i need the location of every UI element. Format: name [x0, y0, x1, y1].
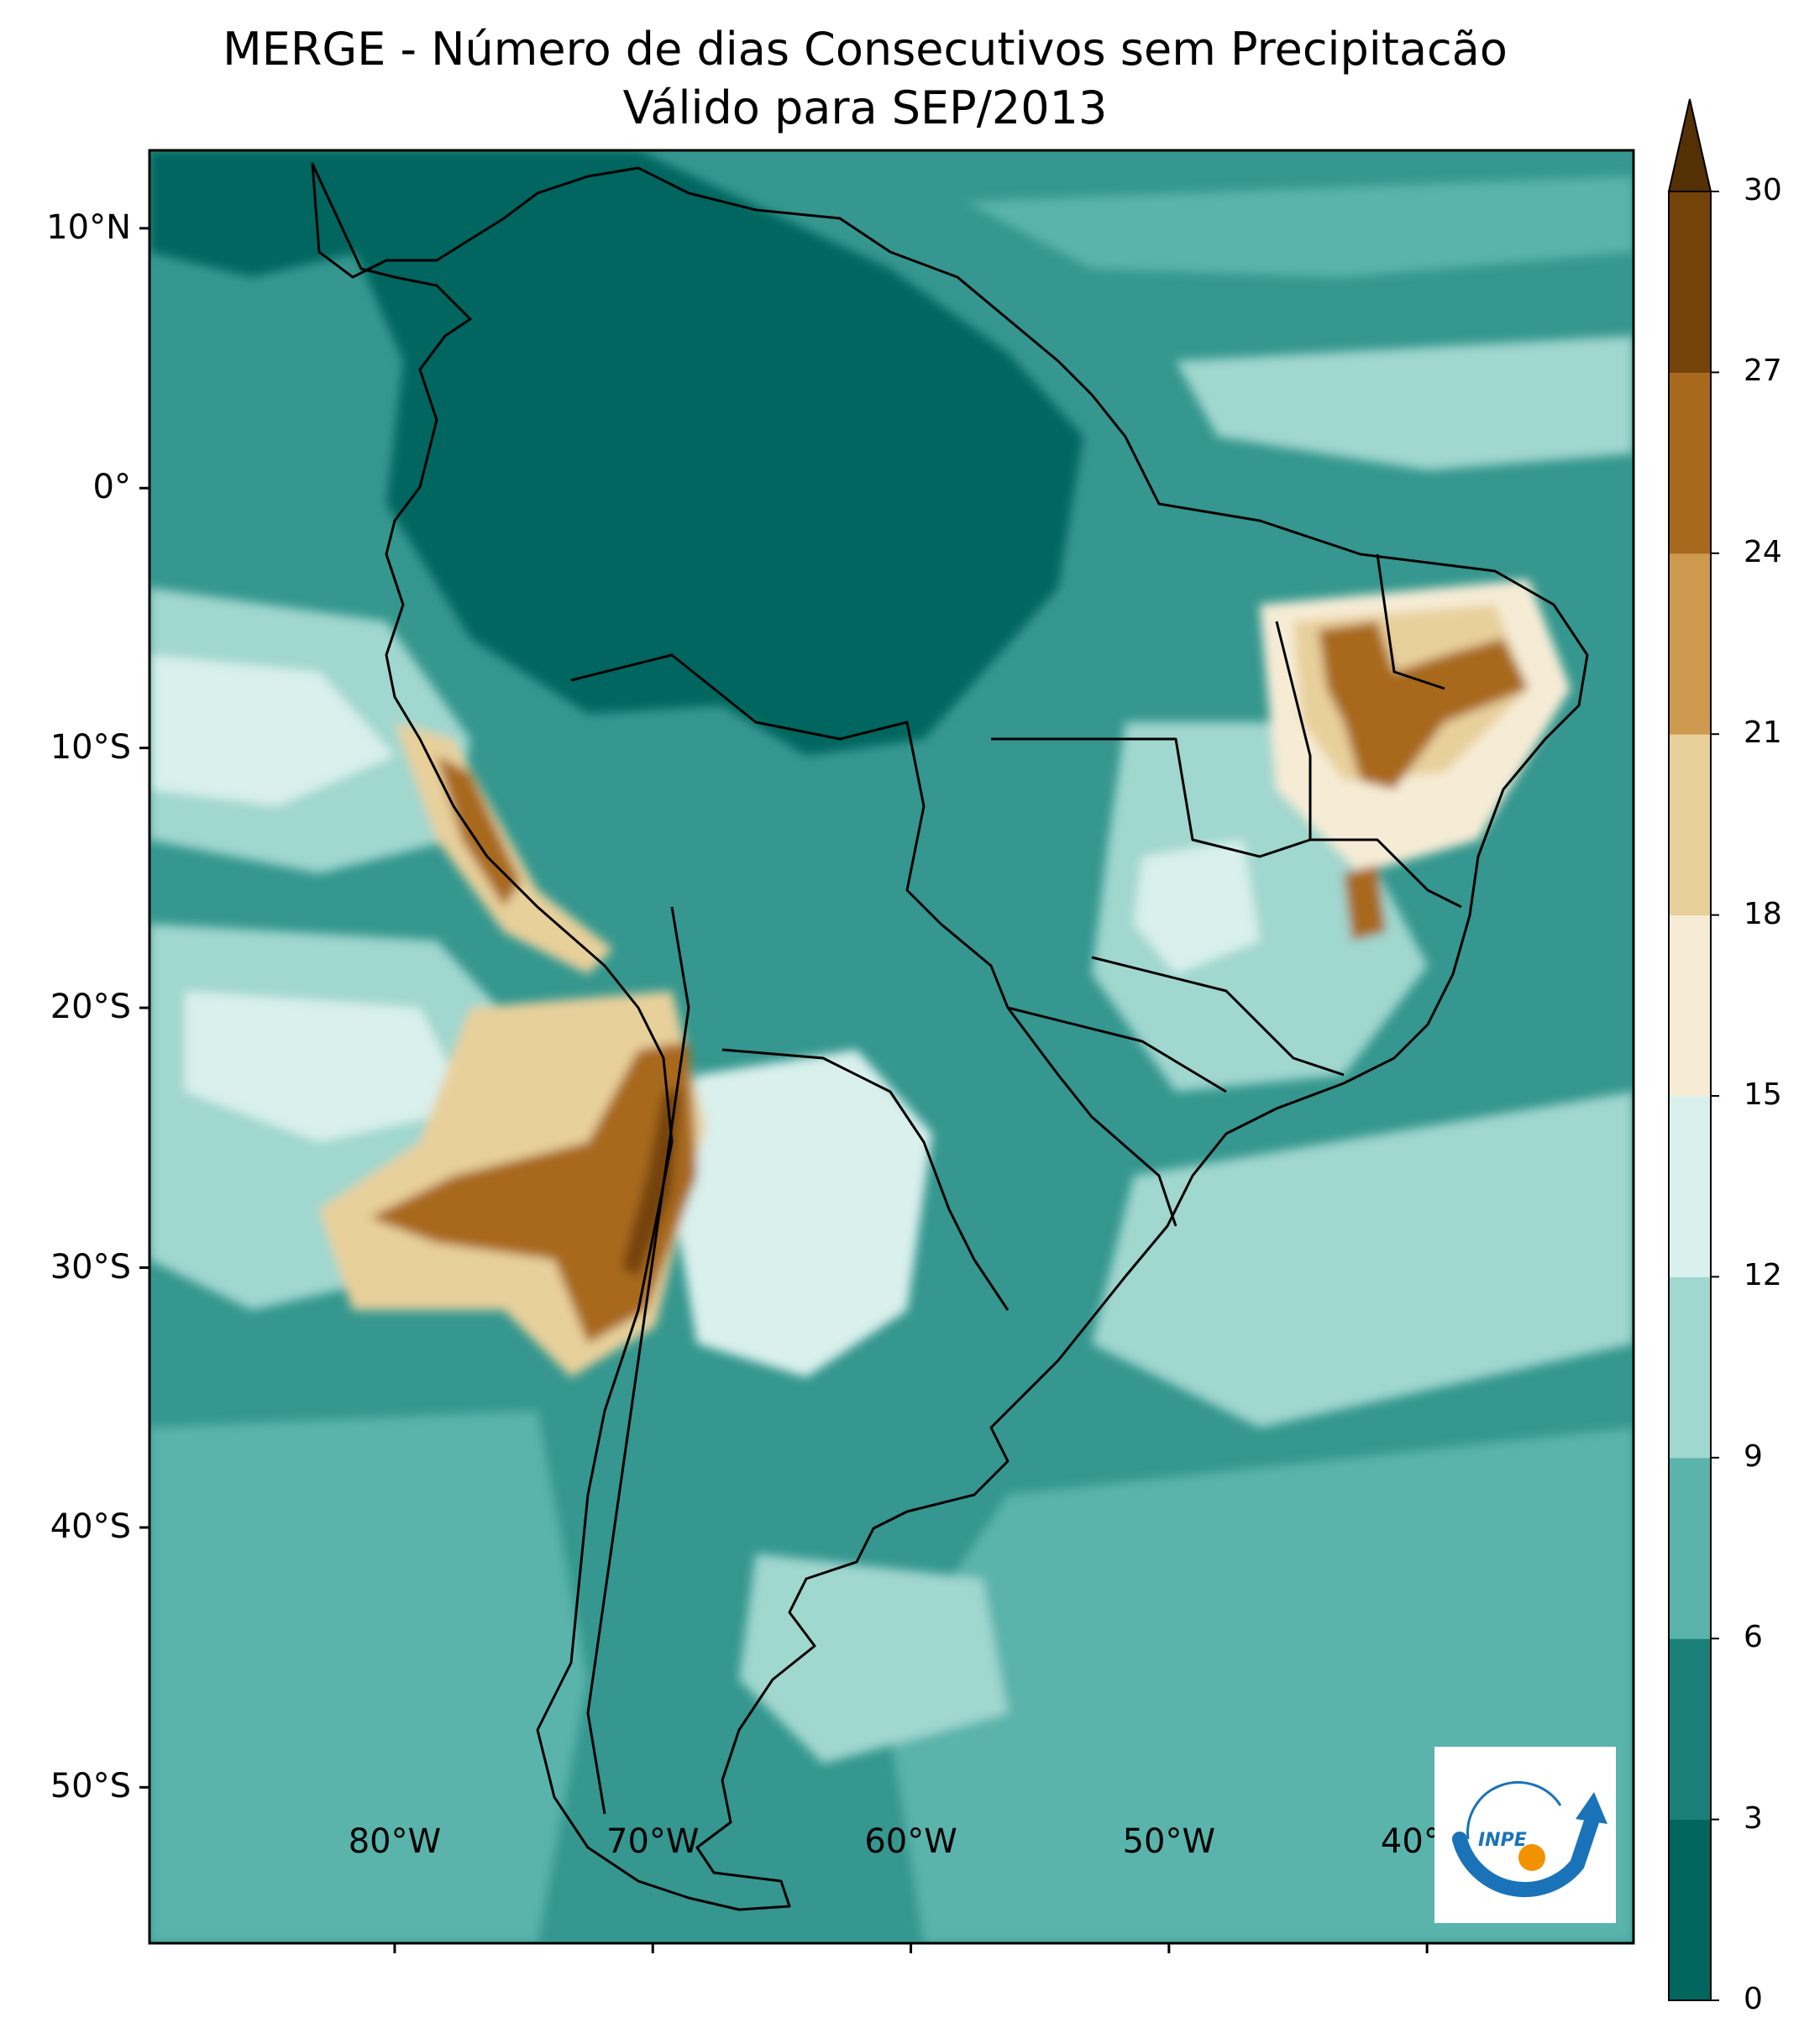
map-title: MERGE - Número de dias Consecutivos sem …	[223, 23, 1508, 76]
map-field	[149, 150, 1634, 1943]
colorbar-tick-label: 18	[1744, 896, 1782, 931]
colorbar-tick-label: 27	[1744, 354, 1782, 389]
colorbar-band	[1669, 915, 1711, 1097]
colorbar-tick-label: 6	[1744, 1620, 1763, 1655]
northeast-brown-patch	[1344, 865, 1386, 941]
map-frame	[148, 149, 1635, 1945]
lon-tick-label: 70°W	[606, 1822, 700, 1861]
colorbar-tick-label: 12	[1744, 1258, 1782, 1293]
colorbar-tick-label: 15	[1744, 1077, 1782, 1112]
south-atlantic-pale	[1092, 1092, 1634, 1428]
brazil-west-border	[570, 653, 1177, 1227]
inpe-logo: INPE	[1434, 1747, 1616, 1923]
lat-tick-label: 10°N	[46, 207, 131, 247]
lon-tick-label: 50°W	[1122, 1822, 1216, 1861]
andes-border	[586, 906, 690, 1815]
colorbar-tick-label: 0	[1744, 1982, 1763, 2016]
country-borders	[311, 162, 1589, 1911]
longitude-ticks	[393, 1943, 1429, 1953]
pacific-light-band	[149, 655, 395, 806]
colorbar-tick-label: 30	[1744, 173, 1782, 207]
chaco-pale-region	[672, 1050, 932, 1377]
lon-tick-label: 80°W	[348, 1822, 442, 1861]
amazon-dark-region	[311, 150, 1083, 756]
atacama-brown	[370, 1041, 697, 1344]
colorbar-tick-label: 3	[1744, 1800, 1763, 1836]
brazil-states	[991, 553, 1462, 1093]
brazil-central-light	[1134, 840, 1260, 974]
lat-tick-label: 50°S	[50, 1767, 131, 1806]
pacific-light-band-south	[185, 991, 470, 1142]
north-atlantic-light-band	[966, 176, 1634, 277]
colorbar-band	[1669, 1276, 1711, 1459]
colorbar-band	[1669, 1457, 1711, 1639]
lat-tick-label: 0°	[92, 468, 131, 507]
colorbar-band	[1669, 734, 1711, 916]
inpe-logo-text: INPE	[1478, 1830, 1527, 1851]
atacama-dark-brown	[621, 1092, 680, 1276]
southern-ocean-mid	[149, 1411, 588, 1943]
south-america-coastline	[311, 162, 1589, 1911]
colorbar-tick-label: 9	[1744, 1439, 1763, 1474]
northern-dark-region	[149, 150, 361, 277]
map-subtitle: Válido para SEP/2013	[622, 81, 1108, 134]
colorbar-band	[1669, 1096, 1711, 1277]
argentina-border	[721, 1048, 1010, 1311]
lat-tick-label: 40°S	[50, 1507, 131, 1546]
north-atlantic-pale-band	[1176, 336, 1634, 470]
colorbar-band	[1669, 1638, 1711, 1821]
latitude-ticks	[139, 227, 149, 1789]
colorbar	[1667, 98, 1719, 2001]
colorbar-band	[1669, 191, 1711, 373]
colorbar-tick-label: 21	[1744, 715, 1782, 751]
colorbar-tick-label: 24	[1744, 534, 1782, 569]
colorbar-band	[1669, 1819, 1711, 2001]
lat-tick-label: 30°S	[50, 1247, 131, 1287]
lon-tick-label: 60°W	[864, 1822, 957, 1861]
precipitation-field	[149, 150, 1634, 1943]
colorbar-band	[1669, 553, 1711, 735]
colorbar-band	[1669, 372, 1711, 554]
lat-tick-label: 10°S	[50, 727, 131, 767]
patagonia-pale-region	[739, 1554, 1008, 1764]
colorbar-extend-arrow	[1667, 98, 1712, 192]
northeast-brown	[1319, 621, 1529, 789]
inpe-logo-icon: INPE	[1452, 1780, 1607, 1898]
lat-tick-label: 20°S	[50, 988, 131, 1027]
